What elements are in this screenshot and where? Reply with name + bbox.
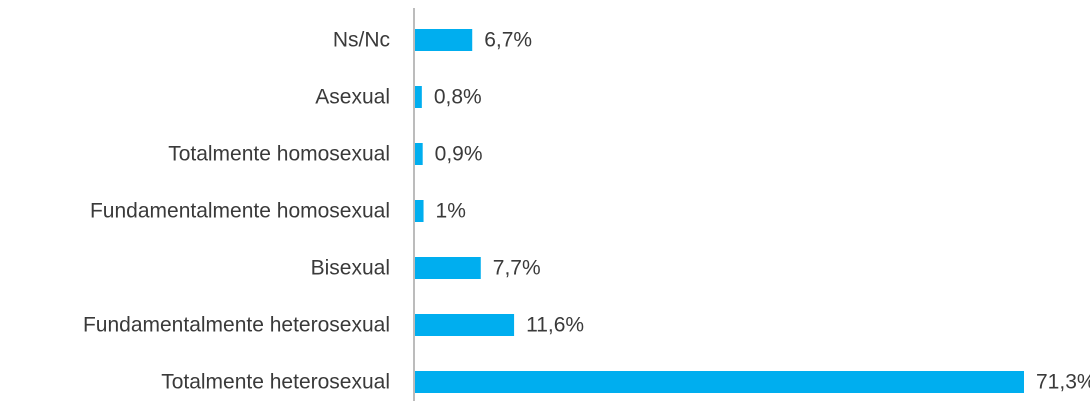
- bar: [415, 143, 423, 165]
- bar: [415, 200, 424, 222]
- value-label: 11,6%: [526, 314, 584, 337]
- value-label: 0,9%: [435, 143, 483, 166]
- category-label: Totalmente heterosexual: [161, 371, 390, 394]
- category-label: Fundamentalmente heterosexual: [83, 314, 390, 337]
- value-label: 1%: [436, 200, 466, 223]
- category-label: Fundamentalmente homosexual: [90, 200, 390, 223]
- category-label: Ns/Nc: [333, 29, 390, 52]
- bar: [415, 257, 481, 279]
- category-label: Asexual: [315, 86, 390, 109]
- category-label: Bisexual: [311, 257, 390, 280]
- bar: [415, 314, 515, 336]
- bar: [415, 86, 422, 108]
- bar: [415, 29, 473, 51]
- value-label: 71,3%: [1036, 371, 1090, 394]
- bar: [415, 371, 1024, 393]
- value-label: 0,8%: [434, 86, 482, 109]
- category-label: Totalmente homosexual: [168, 143, 390, 166]
- value-label: 6,7%: [484, 29, 532, 52]
- value-label: 7,7%: [493, 257, 541, 280]
